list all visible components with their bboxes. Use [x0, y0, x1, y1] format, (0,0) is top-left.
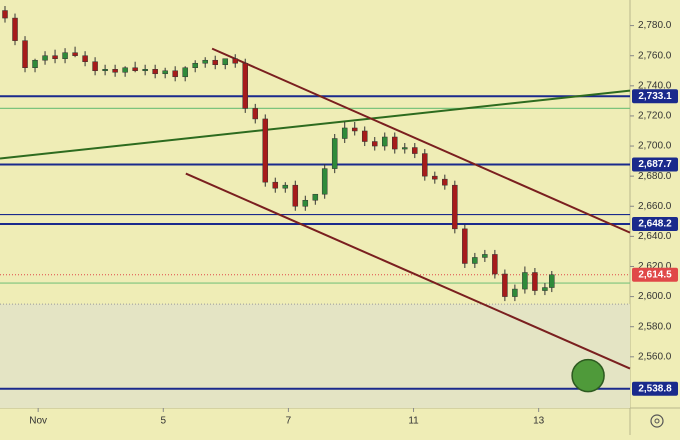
- settings-icon[interactable]: [650, 414, 664, 428]
- candle-body: [452, 184, 458, 230]
- level-tag: [632, 381, 678, 396]
- candle-body: [182, 67, 188, 78]
- y-tick-label: 2,680.0: [638, 171, 672, 182]
- trendline: [211, 47, 631, 234]
- candle-body: [542, 287, 548, 291]
- y-tick-label: 2,560.0: [638, 351, 672, 362]
- candle-body: [361, 130, 368, 142]
- candle-body: [321, 168, 328, 195]
- trendline: [185, 172, 631, 370]
- price-tag: [632, 267, 678, 282]
- trendline: [0, 89, 631, 160]
- y-tick-label: 2,580.0: [638, 321, 672, 332]
- candle-body: [132, 67, 138, 72]
- x-tick-label: 5: [161, 416, 167, 427]
- y-tick-label: 2,720.0: [638, 111, 672, 122]
- candle-body: [371, 141, 378, 147]
- candle-body: [22, 40, 28, 68]
- candle-body: [432, 175, 438, 180]
- candle-body: [272, 181, 279, 189]
- candle-body: [142, 69, 148, 72]
- plot-area: [0, 6, 631, 408]
- candle-body: [462, 228, 468, 264]
- candle-body: [532, 272, 538, 291]
- shade-region: [0, 304, 630, 408]
- candle-body: [232, 58, 238, 64]
- candle-body: [312, 193, 319, 201]
- candle-body: [502, 273, 508, 297]
- candle-body: [351, 127, 358, 132]
- x-tick-label: 11: [408, 416, 419, 427]
- price-tag-label: 2,614.5: [638, 269, 672, 280]
- candle-body: [252, 108, 259, 120]
- candle-body: [341, 127, 348, 139]
- candle-body: [492, 254, 498, 275]
- candle-body: [302, 199, 309, 207]
- candle-body: [2, 10, 8, 19]
- candle-body: [472, 257, 478, 264]
- candle-body: [292, 184, 299, 207]
- level-tag-label: 2,733.1: [638, 91, 672, 102]
- candle-body: [172, 70, 178, 78]
- candle-body: [512, 288, 518, 297]
- candle-body: [222, 58, 228, 65]
- level-tag-label: 2,687.7: [638, 159, 672, 170]
- y-tick-label: 2,760.0: [638, 50, 672, 61]
- candle-body: [402, 147, 408, 150]
- candle-body: [212, 59, 218, 65]
- candle-body: [42, 55, 48, 61]
- candle-body: [52, 55, 58, 59]
- candle-body: [32, 59, 38, 68]
- settings-icon-center: [654, 418, 660, 424]
- candle-body: [82, 55, 88, 62]
- candle-body: [262, 118, 269, 183]
- candle-body: [112, 69, 118, 73]
- candle-body: [382, 136, 388, 147]
- level-tag: [632, 217, 678, 232]
- candle-body: [442, 178, 448, 186]
- candle-body: [102, 69, 108, 72]
- level-tag-label: 2,648.2: [638, 219, 672, 230]
- candle-body: [549, 274, 555, 288]
- candle-body: [392, 136, 398, 150]
- candle-body: [92, 61, 98, 72]
- candle-body: [202, 59, 208, 64]
- candle-body: [72, 52, 78, 56]
- y-tick-label: 2,640.0: [638, 231, 672, 242]
- candle-body: [152, 69, 158, 75]
- candle-body: [522, 272, 528, 290]
- x-tick-label: 7: [286, 416, 292, 427]
- y-tick-label: 2,600.0: [638, 291, 672, 302]
- candle-body: [122, 67, 128, 73]
- candle-body: [422, 153, 428, 177]
- candle-body: [192, 62, 198, 68]
- candle-body: [242, 62, 248, 109]
- candle-body: [331, 138, 338, 169]
- x-tick-label: Nov: [29, 416, 47, 427]
- level-tag: [632, 89, 678, 104]
- marker: [571, 358, 605, 393]
- y-tick-label: 2,740.0: [638, 80, 672, 91]
- y-tick-label: 2,780.0: [638, 20, 672, 31]
- candle-body: [482, 254, 488, 258]
- candle-body: [62, 52, 68, 59]
- candle-body: [412, 147, 418, 154]
- level-tag-label: 2,538.8: [638, 383, 672, 394]
- candle-body: [282, 184, 289, 189]
- candle-body: [162, 70, 168, 75]
- y-tick-label: 2,620.0: [638, 261, 672, 272]
- y-tick-label: 2,660.0: [638, 201, 672, 212]
- candle-body: [12, 17, 18, 41]
- x-tick-label: 13: [533, 416, 545, 427]
- y-tick-label: 2,700.0: [638, 141, 672, 152]
- level-tag: [632, 157, 678, 172]
